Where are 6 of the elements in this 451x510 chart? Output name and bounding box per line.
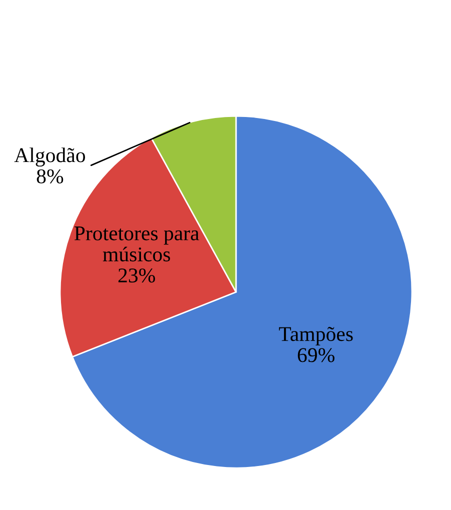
data-label: 23% <box>118 268 156 283</box>
slice-label: Algodão <box>14 148 86 167</box>
slice-label: Tampões <box>278 326 353 346</box>
slice-label: Protetores para músicos <box>74 226 200 262</box>
data-label: 8% <box>36 169 64 184</box>
data-label: 69% <box>298 348 334 362</box>
